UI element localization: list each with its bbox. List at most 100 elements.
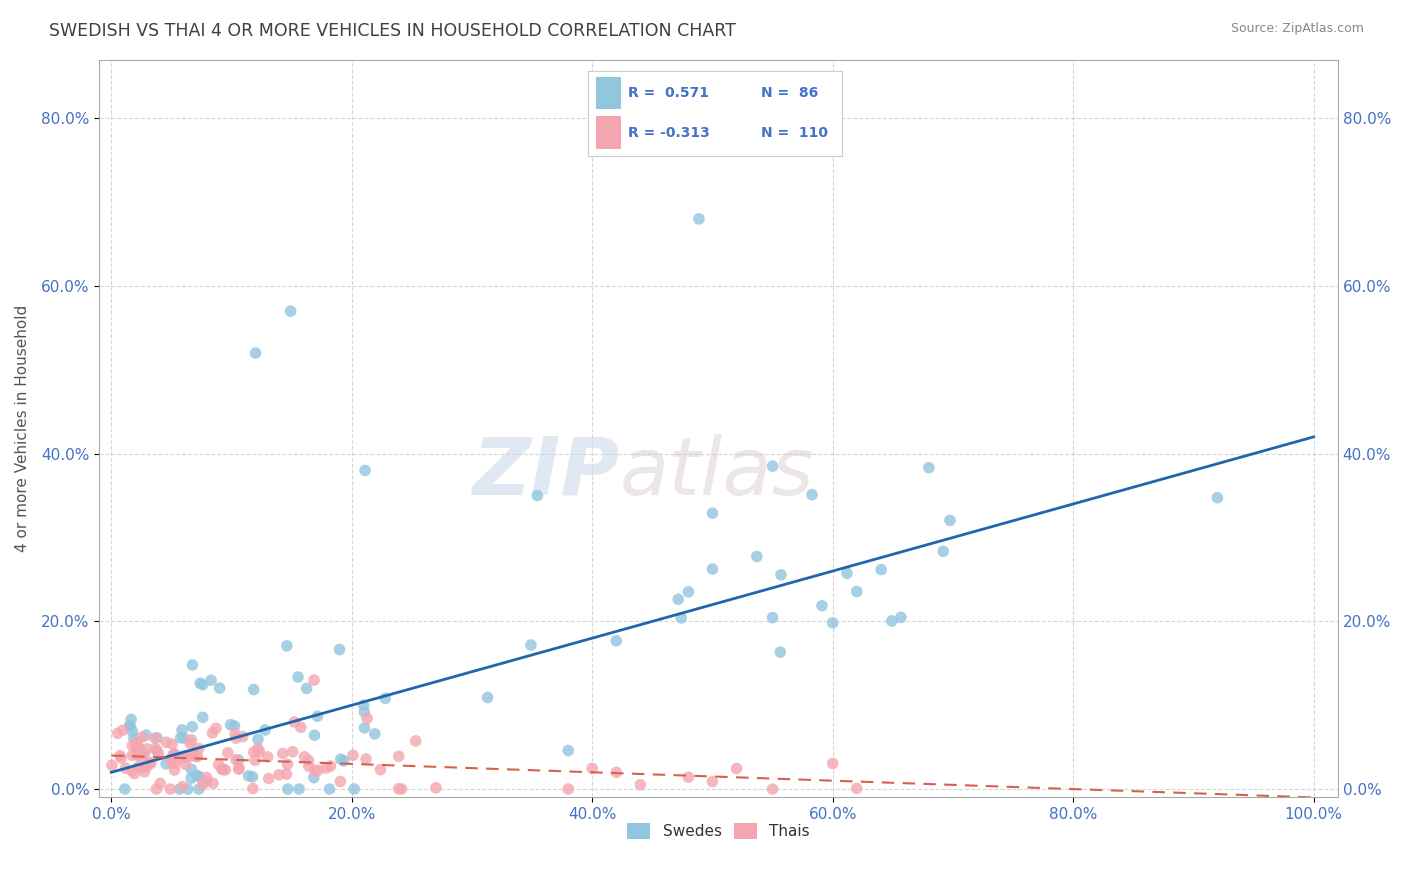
Point bbox=[354, 752, 377, 766]
Point bbox=[121, 748, 143, 763]
Point bbox=[177, 782, 200, 797]
Point bbox=[120, 713, 142, 727]
Point bbox=[678, 770, 700, 784]
Point bbox=[200, 673, 222, 688]
Point bbox=[290, 720, 312, 734]
Point bbox=[356, 711, 378, 725]
Point bbox=[318, 782, 340, 797]
Point bbox=[688, 211, 710, 226]
Point bbox=[172, 780, 194, 794]
Point bbox=[122, 731, 145, 745]
Point bbox=[191, 710, 214, 724]
Point bbox=[180, 771, 202, 785]
Point bbox=[307, 709, 329, 723]
Point bbox=[329, 752, 352, 766]
Point bbox=[143, 741, 166, 756]
Point bbox=[605, 633, 627, 648]
Point bbox=[179, 736, 201, 750]
Point bbox=[114, 782, 136, 797]
Point bbox=[160, 755, 183, 769]
Point bbox=[107, 726, 129, 740]
Point bbox=[127, 748, 149, 763]
Point bbox=[124, 766, 146, 780]
Point bbox=[202, 776, 225, 790]
Point bbox=[581, 761, 603, 775]
Point bbox=[187, 741, 209, 756]
Point bbox=[319, 759, 342, 773]
Point bbox=[761, 610, 783, 624]
Point bbox=[201, 726, 224, 740]
Point bbox=[225, 753, 247, 767]
Point bbox=[111, 723, 134, 738]
Point bbox=[187, 769, 209, 783]
Point bbox=[146, 743, 169, 757]
Point bbox=[288, 782, 311, 797]
Point bbox=[177, 749, 200, 764]
Point bbox=[180, 762, 202, 776]
Point bbox=[364, 727, 387, 741]
Point bbox=[195, 771, 218, 785]
Point bbox=[163, 763, 186, 777]
Point bbox=[298, 759, 321, 773]
Point bbox=[132, 760, 155, 774]
Point bbox=[329, 774, 352, 789]
Point bbox=[211, 763, 233, 777]
Point bbox=[162, 756, 184, 770]
Point bbox=[315, 761, 337, 775]
Point bbox=[304, 764, 326, 778]
Point bbox=[890, 610, 912, 624]
Point bbox=[761, 459, 783, 474]
Point bbox=[205, 722, 228, 736]
Point bbox=[172, 750, 194, 764]
Point bbox=[139, 756, 162, 771]
Point bbox=[281, 745, 304, 759]
Point bbox=[128, 742, 150, 756]
Point bbox=[181, 720, 204, 734]
Point bbox=[114, 761, 136, 775]
Point bbox=[295, 681, 318, 696]
Point bbox=[769, 645, 792, 659]
Point bbox=[127, 742, 149, 756]
Point bbox=[801, 488, 824, 502]
Point bbox=[247, 744, 270, 758]
Point bbox=[143, 731, 166, 746]
Legend: Swedes, Thais: Swedes, Thais bbox=[621, 817, 815, 845]
Point bbox=[162, 748, 184, 763]
Point bbox=[845, 584, 868, 599]
Point bbox=[526, 489, 548, 503]
Point bbox=[188, 676, 211, 690]
Point bbox=[271, 747, 294, 761]
Point bbox=[169, 782, 191, 797]
Point bbox=[477, 690, 499, 705]
Point bbox=[131, 730, 153, 744]
Point bbox=[280, 304, 302, 318]
Point bbox=[354, 463, 377, 477]
Point bbox=[148, 747, 170, 761]
Point bbox=[163, 747, 186, 761]
Point bbox=[391, 782, 413, 797]
Point bbox=[181, 657, 204, 672]
Point bbox=[138, 756, 160, 770]
Point bbox=[125, 737, 148, 751]
Point bbox=[671, 611, 693, 625]
Point bbox=[880, 614, 903, 628]
Point bbox=[212, 762, 235, 776]
Point bbox=[108, 748, 131, 763]
Point bbox=[208, 757, 231, 772]
Point bbox=[605, 765, 627, 780]
Point bbox=[302, 673, 325, 687]
Point bbox=[1206, 491, 1229, 505]
Point bbox=[388, 749, 411, 764]
Point bbox=[520, 638, 543, 652]
Point bbox=[101, 758, 124, 772]
Point bbox=[191, 678, 214, 692]
Point bbox=[276, 767, 298, 781]
Point bbox=[353, 698, 375, 713]
Point bbox=[821, 756, 844, 771]
Point bbox=[208, 681, 231, 695]
Text: SWEDISH VS THAI 4 OR MORE VEHICLES IN HOUSEHOLD CORRELATION CHART: SWEDISH VS THAI 4 OR MORE VEHICLES IN HO… bbox=[49, 22, 737, 40]
Point bbox=[127, 735, 149, 749]
Point bbox=[745, 549, 768, 564]
Point bbox=[557, 743, 579, 757]
Point bbox=[277, 782, 299, 797]
